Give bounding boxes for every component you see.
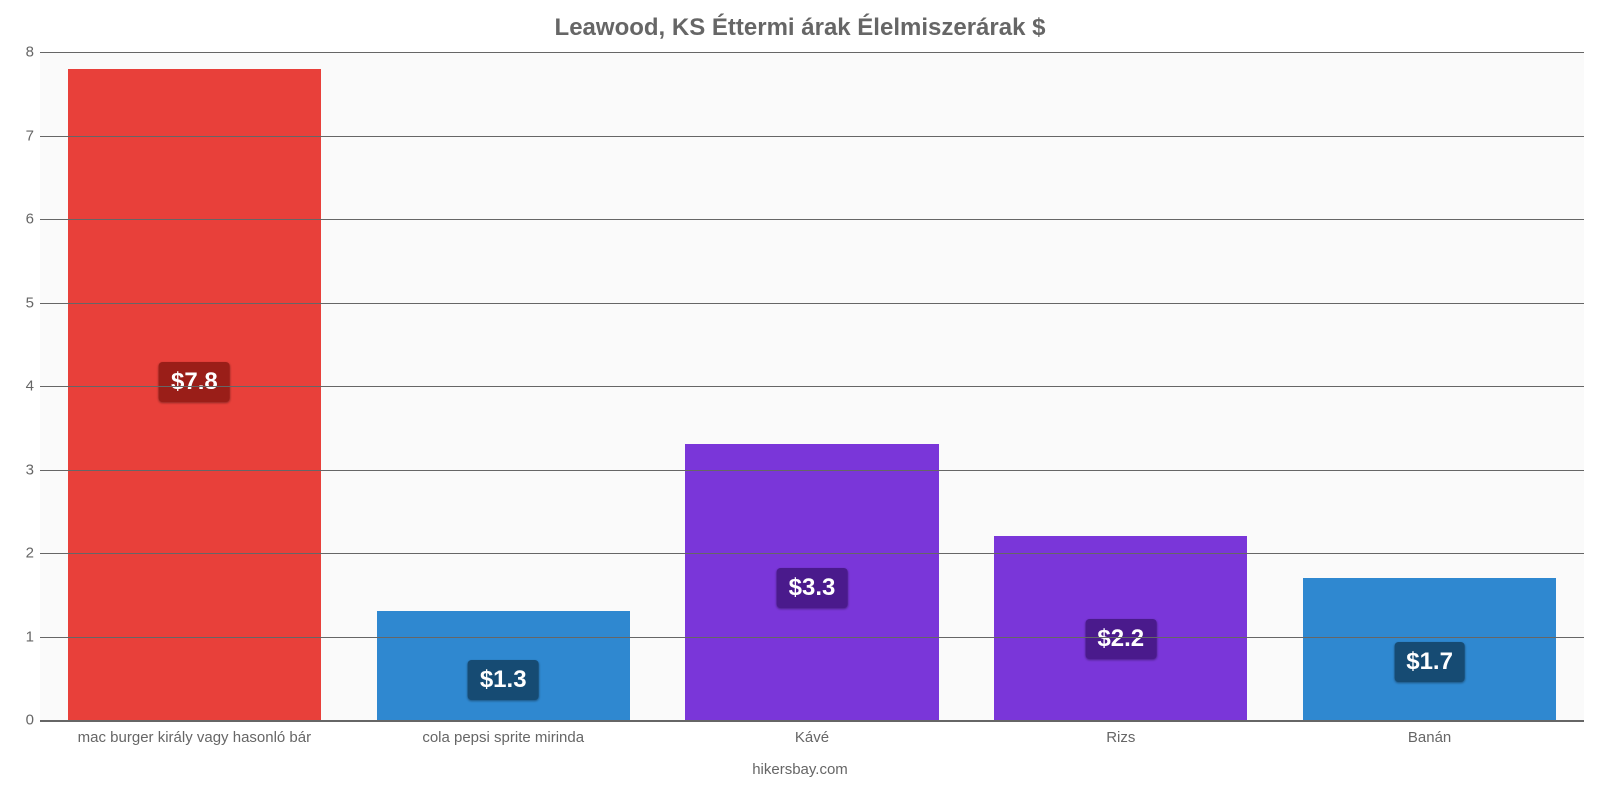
x-axis-labels: mac burger király vagy hasonló bárcola p… (40, 729, 1584, 746)
bar-value-label: $1.7 (1394, 642, 1465, 682)
bar-value-label: $1.3 (468, 660, 539, 700)
bar-value-label: $3.3 (777, 568, 848, 608)
gridline (40, 52, 1584, 53)
bar-value-label: $2.2 (1085, 619, 1156, 659)
y-tick-label: 4 (10, 378, 34, 395)
y-tick-label: 6 (10, 211, 34, 228)
plot-inner: $7.8$1.3$3.3$2.2$1.7 012345678 (40, 52, 1584, 720)
y-tick-label: 2 (10, 545, 34, 562)
gridline (40, 637, 1584, 638)
gridline (40, 553, 1584, 554)
y-tick-label: 3 (10, 461, 34, 478)
bar: $1.7 (1303, 578, 1556, 720)
x-tick-label: mac burger király vagy hasonló bár (40, 729, 349, 746)
bar-value-label: $7.8 (159, 362, 230, 402)
y-tick-label: 0 (10, 712, 34, 729)
x-tick-label: Rizs (966, 729, 1275, 746)
bar: $2.2 (994, 536, 1247, 720)
bar: $1.3 (377, 611, 630, 720)
gridline (40, 136, 1584, 137)
gridline (40, 386, 1584, 387)
y-tick-label: 7 (10, 127, 34, 144)
bar: $7.8 (68, 69, 321, 720)
gridline (40, 303, 1584, 304)
y-tick-label: 1 (10, 628, 34, 645)
x-tick-label: Kávé (658, 729, 967, 746)
plot-area: $7.8$1.3$3.3$2.2$1.7 012345678 (40, 52, 1584, 720)
x-tick-label: Banán (1275, 729, 1584, 746)
x-tick-label: cola pepsi sprite mirinda (349, 729, 658, 746)
chart-footer: hikersbay.com (0, 761, 1600, 778)
gridline (40, 219, 1584, 220)
gridline (40, 720, 1584, 722)
y-tick-label: 8 (10, 44, 34, 61)
chart-title: Leawood, KS Éttermi árak Élelmiszerárak … (0, 14, 1600, 42)
gridline (40, 470, 1584, 471)
chart-container: Leawood, KS Éttermi árak Élelmiszerárak … (0, 0, 1600, 800)
bar: $3.3 (685, 444, 938, 720)
y-tick-label: 5 (10, 294, 34, 311)
